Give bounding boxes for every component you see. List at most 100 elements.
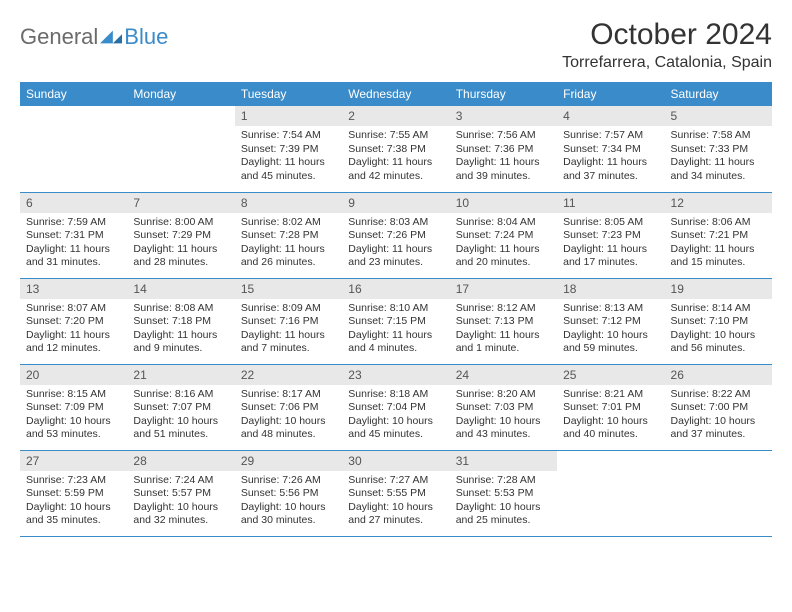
day-number: 17 [450, 279, 557, 299]
daylight-text: Daylight: 10 hours and 27 minutes. [348, 501, 443, 528]
day-number: 10 [450, 193, 557, 213]
sunset-text: Sunset: 7:12 PM [563, 315, 658, 329]
sunset-text: Sunset: 7:34 PM [563, 143, 658, 157]
day-number: 28 [127, 451, 234, 471]
brand-mark-icon [100, 30, 122, 44]
day-number: 20 [20, 365, 127, 385]
day-number: 2 [342, 106, 449, 126]
day-number: 8 [235, 193, 342, 213]
day-details: Sunrise: 8:20 AMSunset: 7:03 PMDaylight:… [450, 385, 557, 448]
title-block: October 2024 Torrefarrera, Catalonia, Sp… [562, 18, 772, 72]
day-details: Sunrise: 7:26 AMSunset: 5:56 PMDaylight:… [235, 471, 342, 534]
sunset-text: Sunset: 7:04 PM [348, 401, 443, 415]
sunset-text: Sunset: 7:23 PM [563, 229, 658, 243]
sunrise-text: Sunrise: 7:54 AM [241, 129, 336, 143]
sunset-text: Sunset: 7:21 PM [671, 229, 766, 243]
calendar-cell: 21Sunrise: 8:16 AMSunset: 7:07 PMDayligh… [127, 364, 234, 450]
day-details: Sunrise: 7:27 AMSunset: 5:55 PMDaylight:… [342, 471, 449, 534]
day-details: Sunrise: 8:17 AMSunset: 7:06 PMDaylight:… [235, 385, 342, 448]
sunset-text: Sunset: 7:00 PM [671, 401, 766, 415]
sunrise-text: Sunrise: 7:23 AM [26, 474, 121, 488]
sunrise-text: Sunrise: 8:22 AM [671, 388, 766, 402]
daylight-text: Daylight: 10 hours and 48 minutes. [241, 415, 336, 442]
day-details: Sunrise: 8:02 AMSunset: 7:28 PMDaylight:… [235, 213, 342, 276]
calendar-cell: 9Sunrise: 8:03 AMSunset: 7:26 PMDaylight… [342, 192, 449, 278]
day-header-sunday: Sunday [20, 82, 127, 106]
calendar-cell: 6Sunrise: 7:59 AMSunset: 7:31 PMDaylight… [20, 192, 127, 278]
day-details: Sunrise: 8:18 AMSunset: 7:04 PMDaylight:… [342, 385, 449, 448]
sunset-text: Sunset: 7:26 PM [348, 229, 443, 243]
day-number: 3 [450, 106, 557, 126]
calendar-cell: 1Sunrise: 7:54 AMSunset: 7:39 PMDaylight… [235, 106, 342, 192]
daylight-text: Daylight: 10 hours and 25 minutes. [456, 501, 551, 528]
daylight-text: Daylight: 11 hours and 28 minutes. [133, 243, 228, 270]
calendar-cell: 8Sunrise: 8:02 AMSunset: 7:28 PMDaylight… [235, 192, 342, 278]
calendar-cell: 22Sunrise: 8:17 AMSunset: 7:06 PMDayligh… [235, 364, 342, 450]
day-number: 13 [20, 279, 127, 299]
sunrise-text: Sunrise: 8:14 AM [671, 302, 766, 316]
day-number: 1 [235, 106, 342, 126]
page-title: October 2024 [562, 18, 772, 52]
daylight-text: Daylight: 11 hours and 17 minutes. [563, 243, 658, 270]
sunrise-text: Sunrise: 8:17 AM [241, 388, 336, 402]
day-number: 9 [342, 193, 449, 213]
day-number: 26 [665, 365, 772, 385]
calendar-cell: 25Sunrise: 8:21 AMSunset: 7:01 PMDayligh… [557, 364, 664, 450]
day-number: 19 [665, 279, 772, 299]
sunrise-text: Sunrise: 8:15 AM [26, 388, 121, 402]
daylight-text: Daylight: 10 hours and 32 minutes. [133, 501, 228, 528]
sunrise-text: Sunrise: 8:07 AM [26, 302, 121, 316]
sunrise-text: Sunrise: 7:24 AM [133, 474, 228, 488]
sunrise-text: Sunrise: 7:57 AM [563, 129, 658, 143]
sunrise-text: Sunrise: 7:26 AM [241, 474, 336, 488]
location-text: Torrefarrera, Catalonia, Spain [562, 54, 772, 72]
sunrise-text: Sunrise: 8:04 AM [456, 216, 551, 230]
daylight-text: Daylight: 11 hours and 42 minutes. [348, 156, 443, 183]
daylight-text: Daylight: 11 hours and 9 minutes. [133, 329, 228, 356]
day-header-row: SundayMondayTuesdayWednesdayThursdayFrid… [20, 82, 772, 106]
calendar-cell: 23Sunrise: 8:18 AMSunset: 7:04 PMDayligh… [342, 364, 449, 450]
day-number: 18 [557, 279, 664, 299]
day-details: Sunrise: 7:57 AMSunset: 7:34 PMDaylight:… [557, 126, 664, 189]
daylight-text: Daylight: 10 hours and 40 minutes. [563, 415, 658, 442]
sunset-text: Sunset: 7:39 PM [241, 143, 336, 157]
sunset-text: Sunset: 7:18 PM [133, 315, 228, 329]
day-header-thursday: Thursday [450, 82, 557, 106]
daylight-text: Daylight: 11 hours and 4 minutes. [348, 329, 443, 356]
calendar-row: 6Sunrise: 7:59 AMSunset: 7:31 PMDaylight… [20, 192, 772, 278]
day-details: Sunrise: 7:55 AMSunset: 7:38 PMDaylight:… [342, 126, 449, 189]
calendar-cell: 19Sunrise: 8:14 AMSunset: 7:10 PMDayligh… [665, 278, 772, 364]
day-details: Sunrise: 7:54 AMSunset: 7:39 PMDaylight:… [235, 126, 342, 189]
day-details: Sunrise: 8:15 AMSunset: 7:09 PMDaylight:… [20, 385, 127, 448]
calendar-row: 13Sunrise: 8:07 AMSunset: 7:20 PMDayligh… [20, 278, 772, 364]
daylight-text: Daylight: 10 hours and 30 minutes. [241, 501, 336, 528]
sunset-text: Sunset: 7:24 PM [456, 229, 551, 243]
calendar-cell: 4Sunrise: 7:57 AMSunset: 7:34 PMDaylight… [557, 106, 664, 192]
calendar-cell: 30Sunrise: 7:27 AMSunset: 5:55 PMDayligh… [342, 450, 449, 536]
daylight-text: Daylight: 11 hours and 1 minute. [456, 329, 551, 356]
daylight-text: Daylight: 10 hours and 37 minutes. [671, 415, 766, 442]
day-header-tuesday: Tuesday [235, 82, 342, 106]
day-number: 5 [665, 106, 772, 126]
sunset-text: Sunset: 7:29 PM [133, 229, 228, 243]
day-details: Sunrise: 8:00 AMSunset: 7:29 PMDaylight:… [127, 213, 234, 276]
day-number: 27 [20, 451, 127, 471]
day-details: Sunrise: 7:23 AMSunset: 5:59 PMDaylight:… [20, 471, 127, 534]
calendar-cell: 27Sunrise: 7:23 AMSunset: 5:59 PMDayligh… [20, 450, 127, 536]
daylight-text: Daylight: 10 hours and 35 minutes. [26, 501, 121, 528]
day-header-monday: Monday [127, 82, 234, 106]
day-details: Sunrise: 7:58 AMSunset: 7:33 PMDaylight:… [665, 126, 772, 189]
daylight-text: Daylight: 11 hours and 34 minutes. [671, 156, 766, 183]
day-number: 21 [127, 365, 234, 385]
daylight-text: Daylight: 10 hours and 51 minutes. [133, 415, 228, 442]
day-number: 14 [127, 279, 234, 299]
day-number: 16 [342, 279, 449, 299]
calendar-row: 20Sunrise: 8:15 AMSunset: 7:09 PMDayligh… [20, 364, 772, 450]
daylight-text: Daylight: 11 hours and 45 minutes. [241, 156, 336, 183]
sunset-text: Sunset: 7:36 PM [456, 143, 551, 157]
sunrise-text: Sunrise: 8:13 AM [563, 302, 658, 316]
calendar-cell: 28Sunrise: 7:24 AMSunset: 5:57 PMDayligh… [127, 450, 234, 536]
calendar-cell: 17Sunrise: 8:12 AMSunset: 7:13 PMDayligh… [450, 278, 557, 364]
calendar-cell: 31Sunrise: 7:28 AMSunset: 5:53 PMDayligh… [450, 450, 557, 536]
sunrise-text: Sunrise: 7:27 AM [348, 474, 443, 488]
